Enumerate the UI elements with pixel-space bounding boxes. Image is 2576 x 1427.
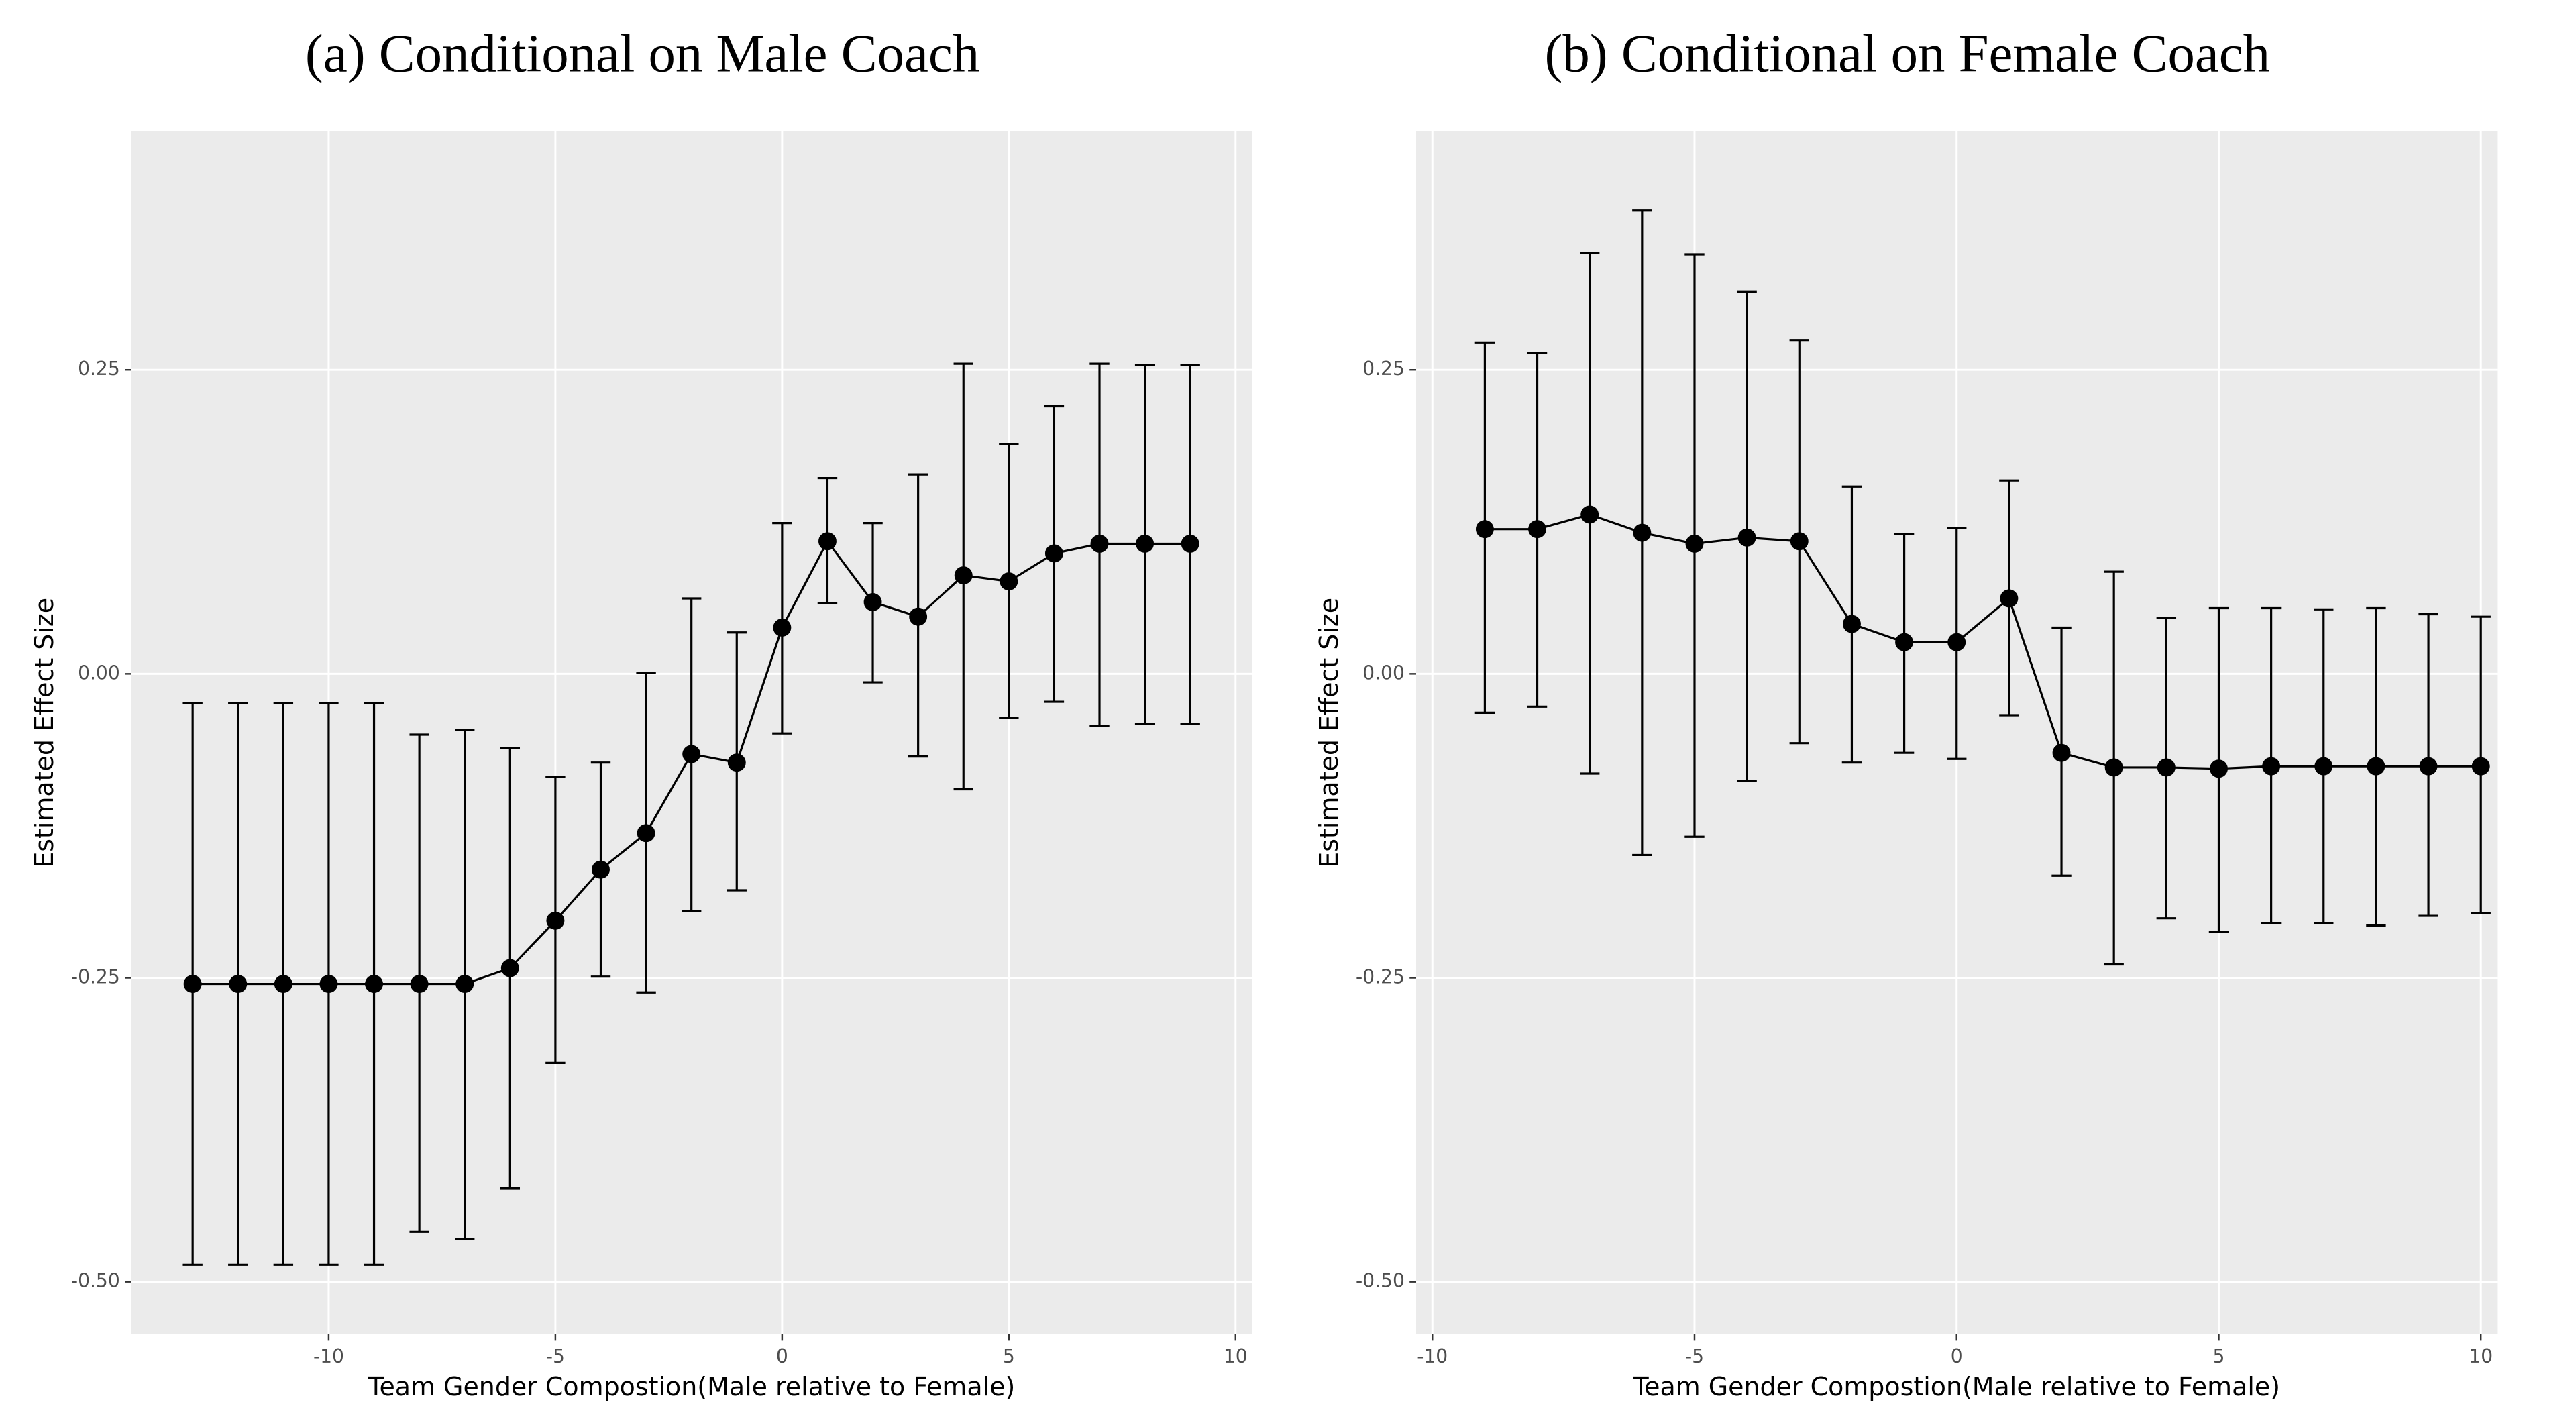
point bbox=[1181, 534, 1199, 553]
x-axis-title: Team Gender Compostion(Male relative to … bbox=[368, 1372, 1016, 1402]
y-tick-label: -0.50 bbox=[71, 1270, 120, 1292]
point bbox=[1633, 523, 1652, 542]
point bbox=[183, 975, 202, 994]
x-tick-label: -10 bbox=[1417, 1345, 1448, 1367]
x-tick-label: -5 bbox=[1685, 1345, 1704, 1367]
point bbox=[773, 619, 792, 637]
point bbox=[1044, 544, 1063, 563]
y-tick-label: 0.00 bbox=[78, 662, 120, 684]
point bbox=[410, 975, 429, 994]
point bbox=[2104, 758, 2123, 777]
point bbox=[2314, 757, 2333, 776]
point bbox=[727, 753, 746, 772]
point bbox=[2000, 589, 2019, 608]
point bbox=[682, 745, 701, 763]
point bbox=[1947, 633, 1966, 651]
y-tick-label: 0.25 bbox=[78, 358, 120, 380]
point bbox=[592, 860, 610, 879]
x-tick-label: -5 bbox=[546, 1345, 565, 1367]
point bbox=[2367, 757, 2385, 776]
x-tick-label: 0 bbox=[776, 1345, 788, 1367]
chart-title: (b) Conditional on Female Coach bbox=[1544, 24, 2270, 84]
point bbox=[2471, 757, 2490, 776]
point bbox=[818, 532, 837, 551]
x-tick-label: -10 bbox=[313, 1345, 344, 1367]
point bbox=[274, 975, 292, 994]
point bbox=[319, 975, 338, 994]
point bbox=[365, 975, 384, 994]
point bbox=[546, 911, 565, 930]
point bbox=[1790, 532, 1809, 551]
chart-title: (a) Conditional on Male Coach bbox=[305, 24, 979, 84]
point bbox=[1475, 520, 1494, 539]
point bbox=[1685, 534, 1704, 553]
point bbox=[1580, 505, 1599, 524]
point bbox=[909, 607, 928, 626]
y-axis-title: Estimated Effect Size bbox=[1314, 598, 1344, 868]
point bbox=[2157, 758, 2176, 777]
point bbox=[1000, 572, 1018, 591]
y-tick-label: 0.00 bbox=[1362, 662, 1405, 684]
point bbox=[2052, 743, 2071, 762]
x-tick-label: 0 bbox=[1951, 1345, 1963, 1367]
point bbox=[1895, 633, 1914, 651]
point bbox=[1737, 528, 1756, 547]
point bbox=[2262, 757, 2281, 776]
y-tick-label: -0.25 bbox=[1356, 966, 1405, 988]
point bbox=[2210, 759, 2228, 778]
y-tick-label: -0.50 bbox=[1356, 1270, 1405, 1292]
point bbox=[1528, 520, 1547, 539]
x-tick-label: 5 bbox=[2213, 1345, 2225, 1367]
y-tick-label: 0.25 bbox=[1362, 358, 1405, 380]
point bbox=[637, 824, 655, 843]
point bbox=[229, 975, 248, 994]
x-axis-title: Team Gender Compostion(Male relative to … bbox=[1632, 1372, 2280, 1402]
point bbox=[1842, 615, 1861, 633]
point bbox=[1136, 534, 1155, 553]
point bbox=[500, 959, 519, 977]
x-tick-label: 5 bbox=[1003, 1345, 1015, 1367]
point bbox=[455, 975, 474, 994]
point bbox=[954, 566, 973, 585]
y-tick-label: -0.25 bbox=[71, 966, 120, 988]
point bbox=[1090, 534, 1109, 553]
point bbox=[2419, 757, 2438, 776]
y-axis-title: Estimated Effect Size bbox=[30, 598, 59, 868]
point bbox=[863, 592, 882, 611]
x-tick-label: 10 bbox=[1224, 1345, 1248, 1367]
x-tick-label: 10 bbox=[2469, 1345, 2493, 1367]
